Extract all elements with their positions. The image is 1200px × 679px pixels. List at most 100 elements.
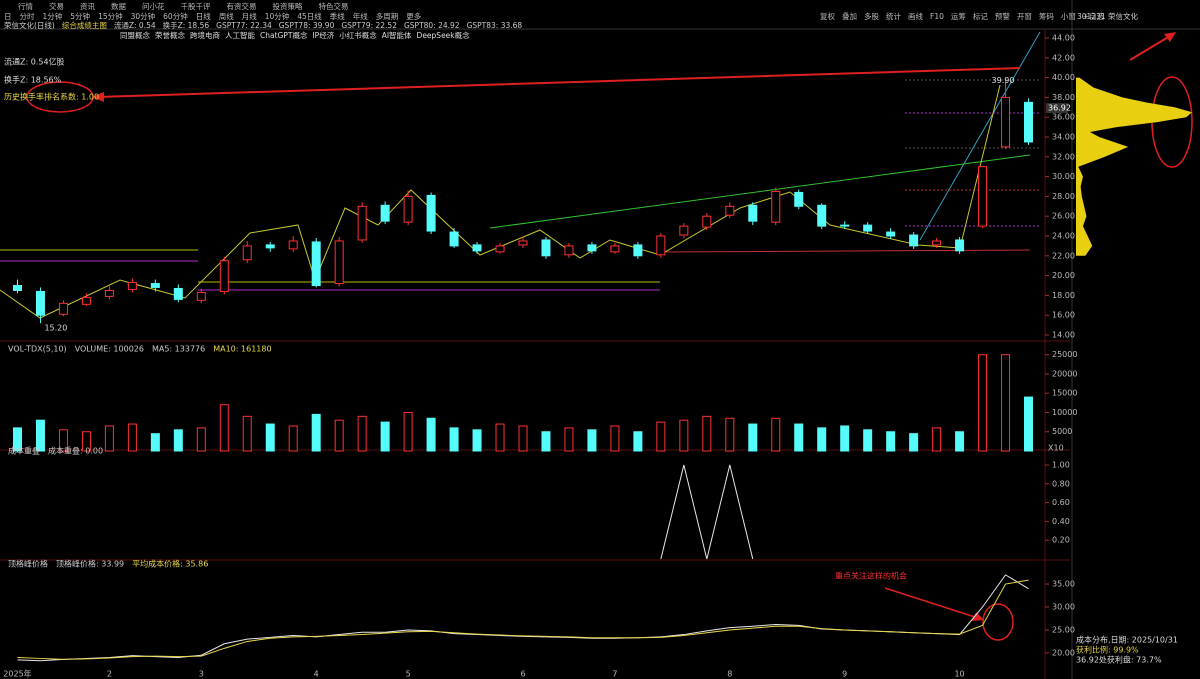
- tool-button[interactable]: 多股: [864, 12, 879, 21]
- cost-text: 36.92处获利盘: 73.7%: [1076, 655, 1162, 665]
- period-button[interactable]: 年线: [352, 12, 368, 21]
- tool-button[interactable]: 筹码: [1038, 12, 1054, 21]
- candle-body: [771, 190, 781, 223]
- period-button[interactable]: 日线: [195, 12, 211, 21]
- menu-item[interactable]: 交易: [49, 2, 64, 11]
- y-tick-label: 0.40: [1052, 517, 1070, 526]
- volume-bar: [794, 423, 804, 452]
- candle-body: [403, 195, 413, 223]
- candle-body: [357, 205, 367, 241]
- concept-tag[interactable]: 荣誉概念: [155, 31, 185, 40]
- stock-code: 301231 荣信文化: [1077, 11, 1138, 22]
- period-button[interactable]: 30分钟: [130, 12, 156, 21]
- volume-bar: [863, 429, 873, 452]
- menu-item[interactable]: 特色交易: [318, 2, 349, 11]
- period-button[interactable]: 分时: [19, 12, 35, 21]
- cost-text: 获利比例: 99.9%: [1076, 645, 1139, 655]
- volume-bar: [1001, 354, 1011, 452]
- menu-item[interactable]: 资讯: [80, 2, 95, 11]
- volume-bar: [495, 423, 505, 452]
- candle-body: [725, 205, 735, 216]
- y-tick-label: 42.00: [1052, 53, 1075, 62]
- period-button[interactable]: 15分钟: [98, 12, 123, 21]
- menu-item[interactable]: 行情: [18, 2, 33, 11]
- period-button[interactable]: 日: [4, 12, 12, 21]
- tool-button[interactable]: 小窗: [1060, 12, 1076, 21]
- candle-body: [633, 244, 643, 257]
- volume-bar: [311, 413, 321, 452]
- concept-tag[interactable]: IP经济: [312, 31, 335, 40]
- concept-tag[interactable]: 人工智能: [225, 31, 255, 40]
- cost-text: 成本分布,日期: 2025/10/31: [1076, 635, 1178, 645]
- concept-tag[interactable]: 同盟概念: [120, 31, 150, 40]
- concept-tag[interactable]: 跨境电商: [190, 31, 220, 40]
- period-button[interactable]: 5分钟: [70, 12, 91, 21]
- volume-bar: [265, 423, 275, 452]
- volume-bar: [541, 431, 551, 452]
- info-item: 流通Z: 0.54: [113, 21, 156, 30]
- y-tick-label: 5000: [1052, 427, 1072, 436]
- tool-button[interactable]: 画线: [908, 12, 923, 21]
- candle-body: [81, 296, 91, 305]
- tool-button[interactable]: 叠加: [842, 12, 857, 21]
- period-button[interactable]: 周线: [218, 12, 234, 21]
- period-button[interactable]: 60分钟: [163, 12, 188, 21]
- y-tick-label: 35.00: [1052, 580, 1075, 589]
- tool-button[interactable]: 复权: [820, 12, 835, 21]
- volume-bar: [127, 423, 137, 452]
- candle-body: [472, 244, 482, 252]
- candle-body: [587, 244, 597, 252]
- candle-body: [288, 240, 298, 250]
- candle-body: [541, 239, 551, 257]
- annotation: 重点关注这样的机会: [835, 571, 907, 581]
- menu-item[interactable]: 数据: [111, 2, 126, 11]
- volume-bar: [242, 415, 252, 452]
- tool-button[interactable]: 预警: [994, 12, 1010, 21]
- tool-button[interactable]: 统计: [886, 12, 901, 21]
- period-button[interactable]: 1分钟: [42, 12, 63, 21]
- candle-body: [311, 241, 321, 287]
- panel-header: MA10: 161180: [213, 345, 271, 354]
- x-tick-label: 8: [727, 670, 732, 679]
- candle-body: [610, 245, 620, 253]
- tool-button[interactable]: 开窗: [1016, 12, 1032, 21]
- period-button[interactable]: 更多: [406, 12, 422, 21]
- y-tick-label: 38.00: [1052, 93, 1075, 102]
- volume-bar: [104, 425, 114, 452]
- tool-button[interactable]: F10: [930, 12, 944, 21]
- y-tick-label: 36.00: [1052, 113, 1075, 122]
- tool-button[interactable]: +自选: [1082, 12, 1105, 21]
- y-tick-label: 20.00: [1052, 648, 1075, 657]
- last-price-label: 36.92: [1048, 104, 1071, 113]
- menu-item[interactable]: 问小花: [142, 2, 165, 11]
- tool-button[interactable]: 运筹: [950, 12, 966, 21]
- period-button[interactable]: 多周期: [375, 12, 399, 21]
- y-tick-label: 18.00: [1052, 291, 1075, 300]
- menu-item[interactable]: 有资交易: [226, 2, 257, 11]
- candle-body: [932, 240, 942, 246]
- menu-item[interactable]: 投资策略: [272, 2, 303, 11]
- volume-bar: [978, 354, 988, 452]
- y-tick-label: 34.00: [1052, 133, 1075, 142]
- menu-item[interactable]: 千股千评: [180, 2, 211, 11]
- period-button[interactable]: 月线: [241, 12, 257, 21]
- period-button[interactable]: 季线: [329, 12, 345, 21]
- period-button[interactable]: 10分钟: [264, 12, 290, 21]
- concept-tag[interactable]: AI智能体: [381, 31, 412, 40]
- highlight-circle: [982, 603, 1014, 641]
- y-tick-label: 20000: [1052, 369, 1077, 378]
- period-button[interactable]: 45日线: [297, 12, 322, 21]
- candle-body: [955, 239, 965, 252]
- tool-button[interactable]: 标记: [972, 12, 988, 21]
- candle-body: [334, 240, 344, 285]
- arrow-head: [92, 92, 104, 102]
- concept-tag[interactable]: DeepSeek概念: [416, 31, 470, 40]
- y-tick-label: 24.00: [1052, 232, 1075, 241]
- concept-tag[interactable]: 小红书概念: [339, 31, 377, 40]
- concept-tag[interactable]: ChatGPT概念: [260, 31, 308, 40]
- series-line: [17, 579, 1029, 660]
- candle-body: [219, 260, 229, 292]
- y-tick-label: 25.00: [1052, 625, 1075, 634]
- panel-header: VOLUME: 100026: [75, 345, 144, 354]
